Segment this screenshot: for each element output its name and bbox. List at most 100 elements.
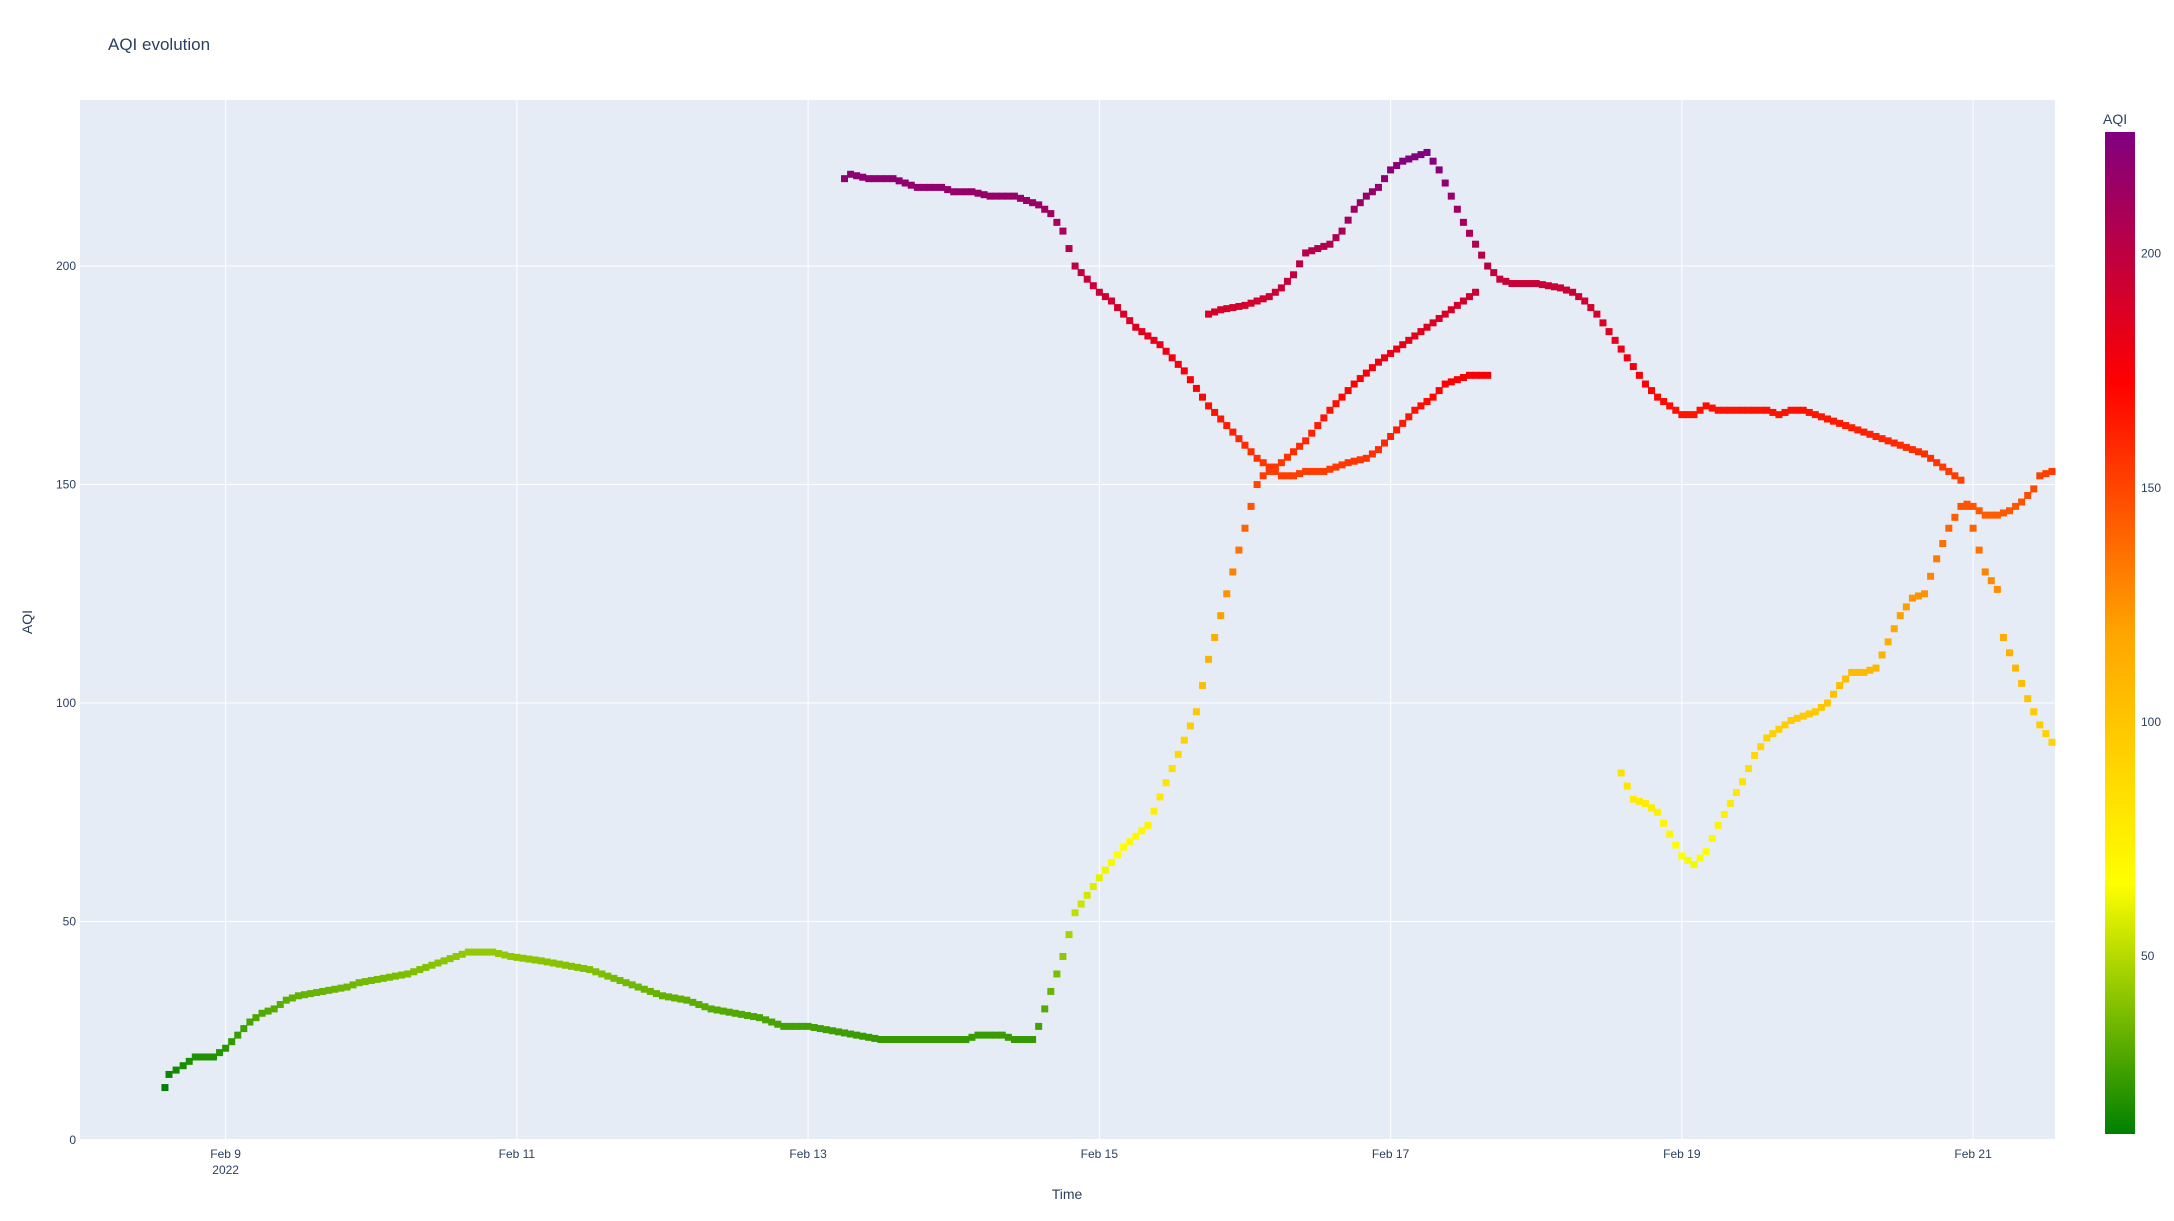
aqi-data-point [962,188,970,196]
aqi-data-point [1696,406,1704,414]
aqi-data-point [1478,251,1486,259]
aqi-data-point [1174,360,1182,368]
aqi-data-point [1247,448,1255,456]
aqi-data-point [1393,426,1401,434]
aqi-data-point [1587,304,1595,312]
aqi-data-point [1641,380,1649,388]
aqi-data-point [1459,373,1467,381]
aqi-data-point [1338,227,1346,235]
aqi-data-point [1866,430,1874,438]
aqi-data-point [1678,852,1686,860]
aqi-data-point [1041,205,1049,213]
aqi-data-point [1253,481,1261,489]
aqi-data-point [1987,577,1995,585]
aqi-data-point [1641,800,1649,808]
aqi-data-point [1059,227,1067,235]
aqi-data-point [1399,341,1407,349]
aqi-data-point [925,1035,933,1043]
aqi-data-point [246,1018,254,1026]
aqi-data-point [1362,192,1370,200]
aqi-data-point [1666,830,1674,838]
aqi-data-point [1830,417,1838,425]
aqi-data-point [1933,555,1941,563]
aqi-data-point [1344,387,1352,395]
aqi-data-point [1253,297,1261,305]
aqi-data-point [998,1031,1006,1039]
aqi-data-point [1162,347,1170,355]
aqi-data-point [1374,358,1382,366]
aqi-data-point [1290,472,1298,480]
aqi-data-point [1271,288,1279,296]
aqi-data-point [507,952,515,960]
aqi-data-point [968,1033,976,1041]
aqi-data-point [282,996,290,1004]
aqi-data-point [859,173,867,181]
aqi-data-point [495,950,503,958]
aqi-data-point [1757,743,1765,751]
aqi-data-point [1235,435,1243,443]
aqi-data-point [932,1035,940,1043]
aqi-data-point [1896,441,1904,449]
aqi-data-point [1726,406,1734,414]
aqi-data-point [1854,668,1862,676]
aqi-data-point [2048,738,2056,746]
aqi-data-point [1368,188,1376,196]
aqi-data-point [1229,428,1237,436]
aqi-data-point [1702,848,1710,856]
aqi-data-point [834,1028,842,1036]
aqi-data-point [756,1014,764,1022]
aqi-data-point [1890,439,1898,447]
x-axis-title: Time [1052,1186,1083,1202]
aqi-data-point [895,177,903,185]
aqi-data-point [1781,408,1789,416]
aqi-data-point [980,1031,988,1039]
aqi-data-point [1878,651,1886,659]
aqi-data-point [1472,371,1480,379]
aqi-data-point [1745,406,1753,414]
aqi-data-point [1107,297,1115,305]
aqi-data-point [1290,271,1298,279]
aqi-data-point [1199,682,1207,690]
aqi-data-point [1484,371,1492,379]
aqi-data-point [1035,201,1043,209]
aqi-data-point [786,1022,794,1030]
aqi-data-point [1993,511,2001,519]
aqi-data-point [1374,446,1382,454]
aqi-data-point [428,961,436,969]
aqi-data-point [2036,721,2044,729]
aqi-data-point [1848,424,1856,432]
aqi-data-point [974,1031,982,1039]
aqi-data-point [1405,413,1413,421]
aqi-data-point [1660,819,1668,827]
aqi-data-point [1186,376,1194,384]
x-axis-ticks: Feb 9 2022 Feb 11 Feb 13 Feb 15 Feb 17 Feb 19 F… [210,1147,1992,1177]
aqi-data-point [677,995,685,1003]
aqi-data-point [1660,398,1668,406]
aqi-data-point [446,955,454,963]
aqi-data-point [1393,345,1401,353]
aqi-data-point [1071,909,1079,917]
aqi-data-point [1326,240,1334,248]
aqi-data-point [1265,463,1273,471]
aqi-data-point [1532,280,1540,288]
aqi-data-point [1180,367,1188,375]
aqi-data-point [1842,422,1850,430]
aqi-data-point [2042,730,2050,738]
aqi-data-point [1981,511,1989,519]
aqi-data-point [1472,240,1480,248]
aqi-data-point [476,948,484,956]
aqi-data-point [901,179,909,187]
aqi-data-point [938,183,946,191]
aqi-data-point [1016,194,1024,202]
aqi-data-point [1987,511,1995,519]
aqi-data-point [1308,429,1316,437]
aqi-data-point [1751,751,1759,759]
aqi-data-point [1320,414,1328,422]
aqi-data-point [1896,612,1904,620]
aqi-data-point [1332,400,1340,408]
aqi-data-point [543,958,551,966]
aqi-data-point [172,1066,180,1074]
aqi-data-point [1229,304,1237,312]
aqi-data-point [1538,281,1546,289]
aqi-data-point [1484,262,1492,270]
